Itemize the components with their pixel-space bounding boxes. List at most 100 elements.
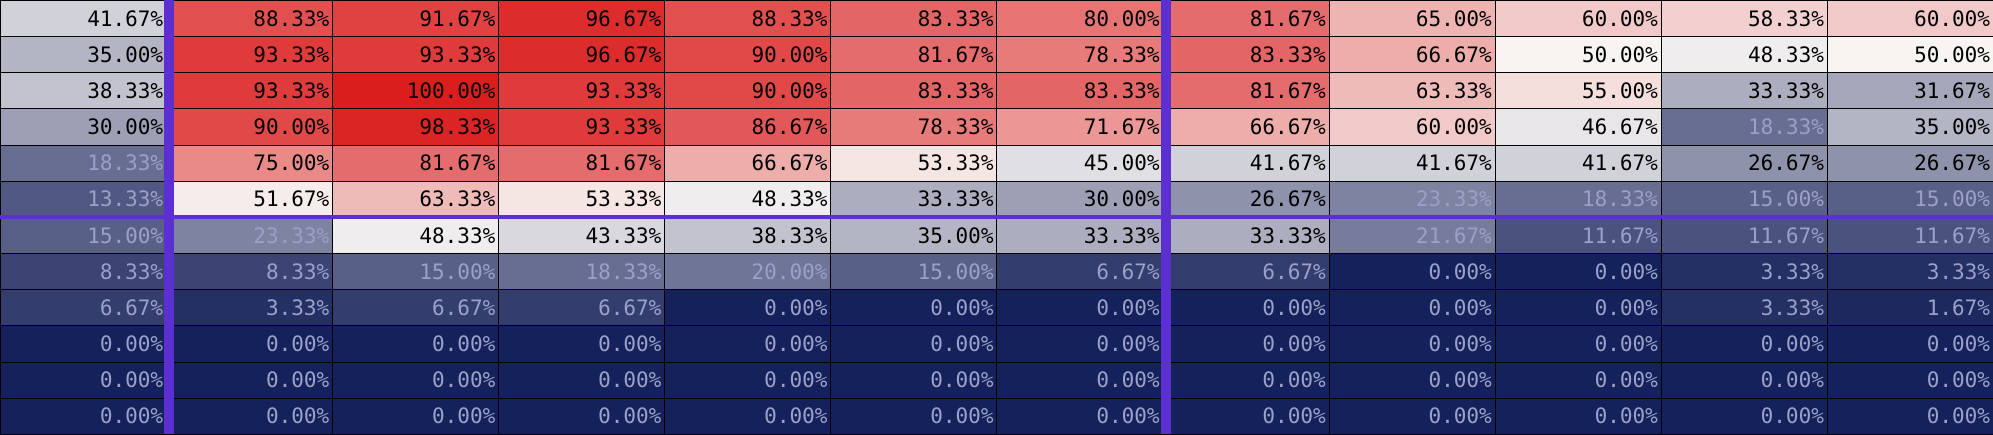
heatmap-cell: 6.67%	[997, 254, 1163, 290]
heatmap-row: 41.67%88.33%91.67%96.67%88.33%83.33%80.0…	[1, 1, 1993, 37]
heatmap-cell: 13.33%	[1, 181, 167, 217]
heatmap-cell: 6.67%	[1, 290, 167, 326]
heatmap-cell: 60.00%	[1329, 109, 1495, 145]
heatmap-cell: 81.67%	[499, 145, 665, 181]
heatmap-cell: 96.67%	[499, 37, 665, 73]
heatmap-cell: 0.00%	[1661, 398, 1827, 434]
heatmap-cell: 0.00%	[1495, 290, 1661, 326]
heatmap-cell: 0.00%	[333, 362, 499, 398]
heatmap-cell: 71.67%	[997, 109, 1163, 145]
heatmap-row: 6.67%3.33%6.67%6.67%0.00%0.00%0.00%0.00%…	[1, 290, 1993, 326]
heatmap-cell: 38.33%	[665, 217, 831, 253]
heatmap-cell: 0.00%	[665, 290, 831, 326]
heatmap-cell: 0.00%	[831, 290, 997, 326]
heatmap-cell: 50.00%	[1495, 37, 1661, 73]
heatmap-cell: 81.67%	[831, 37, 997, 73]
heatmap-cell: 66.67%	[1329, 37, 1495, 73]
heatmap-cell: 31.67%	[1827, 73, 1993, 109]
heatmap-cell: 0.00%	[831, 326, 997, 362]
heatmap-cell: 100.00%	[333, 73, 499, 109]
heatmap-cell: 0.00%	[831, 398, 997, 434]
heatmap-row: 0.00%0.00%0.00%0.00%0.00%0.00%0.00%0.00%…	[1, 362, 1993, 398]
heatmap-row: 8.33%8.33%15.00%18.33%20.00%15.00%6.67%6…	[1, 254, 1993, 290]
heatmap-cell: 58.33%	[1661, 1, 1827, 37]
heatmap-cell: 45.00%	[997, 145, 1163, 181]
heatmap-cell: 0.00%	[167, 362, 333, 398]
heatmap-cell: 18.33%	[1661, 109, 1827, 145]
heatmap-cell: 90.00%	[665, 37, 831, 73]
heatmap-cell: 0.00%	[333, 398, 499, 434]
heatmap-cell: 18.33%	[1, 145, 167, 181]
heatmap-cell: 66.67%	[1163, 109, 1329, 145]
heatmap-cell: 30.00%	[1, 109, 167, 145]
heatmap-cell: 6.67%	[1163, 254, 1329, 290]
heatmap-cell: 21.67%	[1329, 217, 1495, 253]
heatmap-cell: 75.00%	[167, 145, 333, 181]
heatmap-cell: 90.00%	[665, 73, 831, 109]
heatmap-cell: 65.00%	[1329, 1, 1495, 37]
heatmap-cell: 0.00%	[1163, 398, 1329, 434]
heatmap-cell: 33.33%	[1163, 217, 1329, 253]
heatmap-cell: 33.33%	[1661, 73, 1827, 109]
heatmap-cell: 11.67%	[1661, 217, 1827, 253]
heatmap-cell: 51.67%	[167, 181, 333, 217]
heatmap-cell: 48.33%	[665, 181, 831, 217]
heatmap-cell: 53.33%	[831, 145, 997, 181]
heatmap-cell: 0.00%	[1329, 398, 1495, 434]
heatmap-cell: 55.00%	[1495, 73, 1661, 109]
heatmap-cell: 0.00%	[1, 326, 167, 362]
heatmap-cell: 86.67%	[665, 109, 831, 145]
heatmap-cell: 38.33%	[1, 73, 167, 109]
heatmap-cell: 3.33%	[1827, 254, 1993, 290]
heatmap-cell: 60.00%	[1827, 1, 1993, 37]
heatmap-cell: 0.00%	[997, 362, 1163, 398]
heatmap-cell: 11.67%	[1827, 217, 1993, 253]
heatmap-cell: 3.33%	[167, 290, 333, 326]
heatmap-cell: 15.00%	[1827, 181, 1993, 217]
heatmap-cell: 23.33%	[1329, 181, 1495, 217]
heatmap-cell: 41.67%	[1, 1, 167, 37]
heatmap-cell: 83.33%	[831, 1, 997, 37]
heatmap-cell: 1.67%	[1827, 290, 1993, 326]
heatmap-row: 13.33%51.67%63.33%53.33%48.33%33.33%30.0…	[1, 181, 1993, 217]
heatmap-cell: 23.33%	[167, 217, 333, 253]
heatmap-cell: 0.00%	[1329, 254, 1495, 290]
heatmap-cell: 0.00%	[1495, 326, 1661, 362]
heatmap-row: 0.00%0.00%0.00%0.00%0.00%0.00%0.00%0.00%…	[1, 398, 1993, 434]
heatmap-cell: 15.00%	[333, 254, 499, 290]
heatmap-cell: 88.33%	[665, 1, 831, 37]
heatmap-cell: 0.00%	[1827, 398, 1993, 434]
heatmap-cell: 0.00%	[997, 290, 1163, 326]
heatmap-cell: 3.33%	[1661, 254, 1827, 290]
heatmap-cell: 6.67%	[499, 290, 665, 326]
heatmap-cell: 90.00%	[167, 109, 333, 145]
heatmap-cell: 83.33%	[831, 73, 997, 109]
heatmap-cell: 26.67%	[1661, 145, 1827, 181]
heatmap-cell: 41.67%	[1329, 145, 1495, 181]
heatmap-cell: 11.67%	[1495, 217, 1661, 253]
heatmap-cell: 0.00%	[665, 326, 831, 362]
heatmap-cell: 0.00%	[665, 398, 831, 434]
heatmap-cell: 0.00%	[997, 398, 1163, 434]
heatmap-cell: 81.67%	[333, 145, 499, 181]
heatmap-cell: 0.00%	[1163, 290, 1329, 326]
heatmap-cell: 78.33%	[997, 37, 1163, 73]
heatmap-cell: 35.00%	[1827, 109, 1993, 145]
row-separator	[0, 215, 1993, 219]
heatmap-cell: 0.00%	[1329, 326, 1495, 362]
heatmap-cell: 20.00%	[665, 254, 831, 290]
heatmap-cell: 48.33%	[1661, 37, 1827, 73]
heatmap-cell: 26.67%	[1827, 145, 1993, 181]
heatmap-cell: 81.67%	[1163, 1, 1329, 37]
heatmap-cell: 0.00%	[1329, 362, 1495, 398]
heatmap-cell: 81.67%	[1163, 73, 1329, 109]
heatmap-cell: 0.00%	[499, 326, 665, 362]
heatmap-cell: 63.33%	[333, 181, 499, 217]
heatmap-cell: 18.33%	[1495, 181, 1661, 217]
heatmap-cell: 0.00%	[1827, 326, 1993, 362]
heatmap-row: 38.33%93.33%100.00%93.33%90.00%83.33%83.…	[1, 73, 1993, 109]
heatmap-cell: 83.33%	[997, 73, 1163, 109]
heatmap-cell: 3.33%	[1661, 290, 1827, 326]
heatmap-cell: 0.00%	[831, 362, 997, 398]
heatmap-cell: 33.33%	[831, 181, 997, 217]
